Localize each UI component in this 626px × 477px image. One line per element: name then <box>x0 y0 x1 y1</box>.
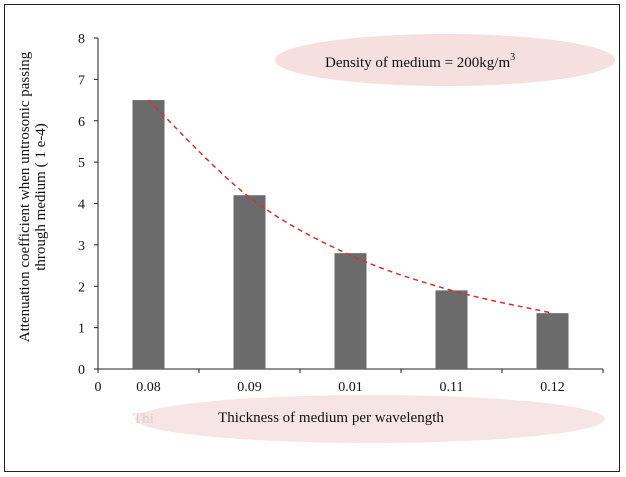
bars-layer <box>132 100 569 369</box>
y-tick-label: 5 <box>78 156 85 171</box>
x-origin-label: 0 <box>95 380 102 395</box>
bar <box>233 195 266 369</box>
y-axis-title-line2: through medium ( 1 e-4) <box>33 123 49 270</box>
bar <box>132 100 165 369</box>
y-tick-label: 4 <box>78 198 85 213</box>
x-tick-label: 0.12 <box>540 380 565 395</box>
y-tick-label: 1 <box>78 322 85 337</box>
figure-frame: 0 1 2 3 4 5 6 7 8 0 0.08 0.09 0.01 0.11 0.12 Density o… <box>4 4 620 472</box>
trend-layer <box>147 99 553 314</box>
bar-chart: 0 1 2 3 4 5 6 7 8 0 0.08 0.09 0.01 0.11 0.12 Density o… <box>17 32 615 443</box>
y-tick-label: 6 <box>78 115 85 130</box>
density-annotation: Density of medium = 200kg/m3 <box>325 52 515 71</box>
y-tick-label: 0 <box>78 363 85 378</box>
y-tick-label: 2 <box>78 280 85 295</box>
bar <box>334 253 367 369</box>
faded-text: Thi <box>133 411 154 427</box>
highlight-layer <box>135 34 615 443</box>
annotation-highlight <box>275 34 615 86</box>
y-tick-label: 3 <box>78 239 85 254</box>
x-tick-label: 0.01 <box>338 380 363 395</box>
bar <box>536 313 569 369</box>
x-tick-label: 0.09 <box>237 380 262 395</box>
axes: 0 1 2 3 4 5 6 7 8 0 0.08 0.09 0.01 0.11 0.12 <box>78 32 604 395</box>
bar <box>435 290 468 369</box>
y-axis-title-line1: Attenuation coefficient when untrosonic … <box>17 51 33 342</box>
xlabel-highlight <box>135 395 605 443</box>
x-tick-label: 0.08 <box>136 380 161 395</box>
y-tick-label: 7 <box>78 73 85 88</box>
trend-line <box>147 99 553 314</box>
x-axis-title: Thickness of medium per wavelength <box>218 410 444 426</box>
y-tick-label: 8 <box>78 32 85 47</box>
x-tick-label: 0.11 <box>440 380 464 395</box>
